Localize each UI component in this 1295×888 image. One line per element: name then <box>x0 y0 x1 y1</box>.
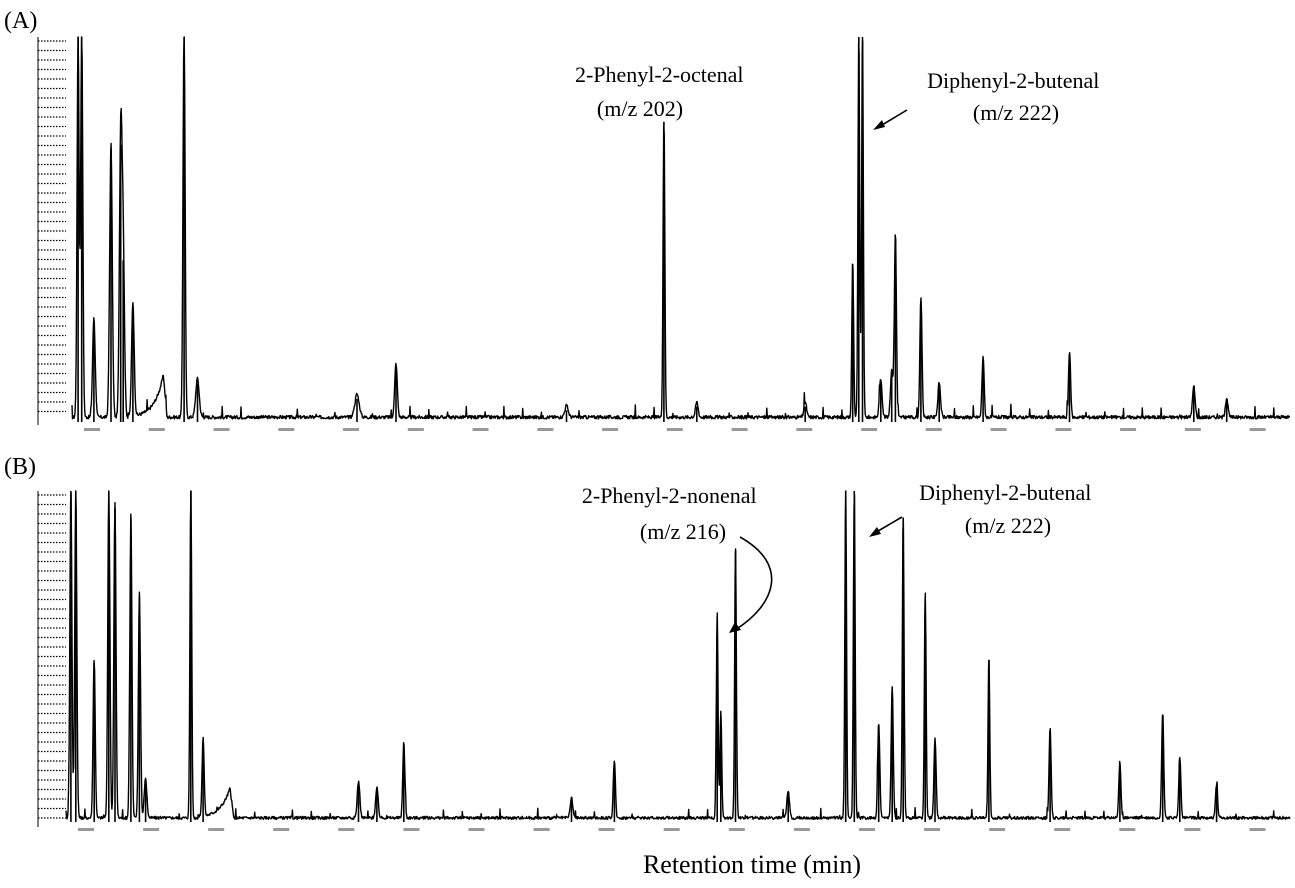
x-axis-tick-label <box>859 828 875 831</box>
arrow-diphenyl-butenal-a <box>873 109 908 130</box>
x-axis-tick-label <box>796 428 813 431</box>
x-axis-tick-label <box>728 828 745 831</box>
x-axis-tick-label <box>84 428 100 431</box>
panel-b-x-ticks <box>78 828 1266 831</box>
annotation-diphenyl-butenal-a-mz: (m/z 222) <box>973 100 1059 125</box>
annotation-phenyl-nonenal-name: 2-Phenyl-2-nonenal <box>582 483 757 508</box>
x-axis-tick-label <box>1120 428 1137 431</box>
chromatogram-panel-b: (B) 2-Phenyl-2-nonenal (m/z 216) Dipheny… <box>4 454 1291 831</box>
annotation-phenyl-octenal-mz: (m/z 202) <box>597 96 683 121</box>
x-axis-tick-label <box>1249 828 1266 831</box>
x-axis-tick-label <box>1055 428 1072 431</box>
panel-b-y-ticks <box>38 494 66 819</box>
x-axis-tick-label <box>666 428 683 431</box>
x-axis-tick-label <box>1119 828 1136 831</box>
x-axis-tick-label <box>208 828 225 831</box>
x-axis-tick-label <box>1054 828 1071 831</box>
chromatogram-panel-a: (A) 2-Phenyl-2-octenal (m/z 202) Dipheny… <box>4 8 1291 431</box>
x-axis-tick-label <box>598 828 615 831</box>
peak-marks <box>70 491 1218 822</box>
x-axis-tick-label <box>213 428 230 431</box>
annotation-phenyl-octenal-name: 2-Phenyl-2-octenal <box>575 62 744 87</box>
x-axis-tick-label <box>148 428 165 431</box>
annotation-diphenyl-butenal-b-mz: (m/z 222) <box>965 513 1051 538</box>
x-axis-tick-label <box>343 428 359 431</box>
x-axis-tick-label <box>989 828 1006 831</box>
x-axis-tick-label <box>273 828 290 831</box>
x-axis-tick-label <box>143 828 160 831</box>
annotation-phenyl-nonenal-mz: (m/z 216) <box>640 519 726 544</box>
annotation-diphenyl-butenal-a: Diphenyl-2-butenal (m/z 222) <box>927 68 1105 125</box>
panel-a-label: (A) <box>4 8 37 34</box>
x-axis-tick-label <box>731 428 748 431</box>
x-axis-tick-label <box>537 428 554 431</box>
arrow-diphenyl-butenal-b <box>869 516 903 537</box>
x-axis-tick-label <box>925 428 942 431</box>
x-axis-tick-label <box>278 428 295 431</box>
x-axis-tick-label <box>1184 428 1201 431</box>
panel-b-trace <box>65 490 1291 820</box>
x-axis-tick-label <box>602 428 619 431</box>
x-axis-tick-label <box>533 828 550 831</box>
annotation-phenyl-nonenal: 2-Phenyl-2-nonenal (m/z 216) <box>582 483 762 544</box>
panel-a-y-ticks <box>38 40 66 413</box>
panel-b-label: (B) <box>4 454 36 480</box>
panel-a-x-ticks <box>84 428 1266 431</box>
peak-marks <box>77 37 1228 422</box>
x-axis-tick-label <box>78 828 94 831</box>
x-axis-tick-label <box>1184 828 1201 831</box>
x-axis-tick-label <box>793 828 810 831</box>
annotation-diphenyl-butenal-b-name: Diphenyl-2-butenal <box>919 480 1091 505</box>
x-axis-tick-label <box>663 828 680 831</box>
x-axis-tick-label <box>407 428 424 431</box>
annotation-phenyl-octenal: 2-Phenyl-2-octenal (m/z 202) <box>575 62 749 121</box>
x-axis-tick-label <box>924 828 941 831</box>
x-axis-tick-label <box>338 828 355 831</box>
x-axis-tick-label <box>468 828 485 831</box>
annotation-diphenyl-butenal-a-name: Diphenyl-2-butenal <box>927 68 1099 93</box>
x-axis-tick-label <box>990 428 1007 431</box>
x-axis-tick-label <box>1249 428 1266 431</box>
annotation-diphenyl-butenal-b: Diphenyl-2-butenal (m/z 222) <box>919 480 1097 538</box>
x-axis-tick-label <box>861 428 878 431</box>
x-axis-label: Retention time (min) <box>643 850 861 879</box>
panel-a-trace <box>71 36 1291 420</box>
x-axis-tick-label <box>472 428 489 431</box>
x-axis-tick-label <box>403 828 420 831</box>
